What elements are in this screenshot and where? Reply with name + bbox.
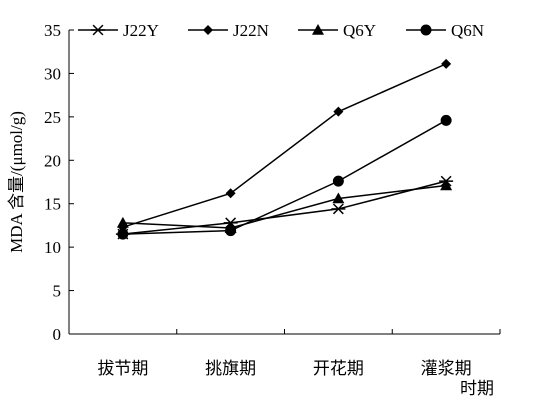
data-point-j22n: [333, 106, 344, 117]
data-point-q6n: [117, 228, 129, 240]
x-ticks: 拔节期 挑旗期 开花期 灌浆期: [68, 329, 501, 378]
y-tick-label: 0: [53, 325, 62, 344]
series-line: [122, 119, 447, 235]
y-axis-label: MDA 含量/(μmol/g): [7, 111, 26, 253]
x-tick-label: 灌浆期: [421, 359, 472, 378]
y-ticks: 0 5 10 15 20 25 30 35: [44, 21, 74, 344]
legend-item: J22Y: [78, 21, 159, 40]
data-point-q6n: [440, 114, 452, 126]
legend: J22Y J22N Q6Y Q6N: [78, 21, 484, 40]
asterisk-marker: [91, 24, 105, 36]
legend-label: Q6Y: [343, 21, 376, 40]
y-tick-label: 5: [53, 282, 62, 301]
data-point-j22y: [331, 203, 346, 215]
data-point-q6n: [225, 225, 237, 237]
legend-item: J22N: [188, 21, 269, 40]
y-tick-label: 20: [44, 151, 61, 170]
x-tick-label: 拔节期: [97, 359, 148, 378]
series-group: [115, 58, 454, 240]
data-point-q6y: [332, 192, 345, 204]
series-line: [122, 63, 447, 228]
circle-marker: [420, 24, 432, 36]
legend-label: J22Y: [123, 21, 159, 40]
x-axis-label: 时期: [460, 379, 494, 398]
axes: [68, 30, 500, 335]
y-tick-label: 10: [44, 238, 61, 257]
series-q6n: [117, 114, 452, 240]
y-tick-label: 35: [44, 21, 61, 40]
diamond-marker: [203, 25, 213, 35]
series-j22y: [115, 175, 454, 240]
y-tick-label: 25: [44, 108, 61, 127]
y-tick-label: 15: [44, 195, 61, 214]
legend-label: J22N: [233, 21, 269, 40]
data-point-j22n: [225, 188, 236, 199]
series-line: [122, 184, 447, 229]
legend-item: Q6N: [406, 21, 484, 40]
data-point-q6y: [116, 216, 129, 228]
y-tick-label: 30: [44, 64, 61, 83]
data-point-q6n: [332, 175, 344, 187]
data-point-q6y: [440, 179, 453, 191]
data-point-j22n: [441, 58, 452, 69]
legend-item: Q6Y: [298, 21, 376, 40]
series-line: [122, 180, 447, 235]
x-tick-label: 挑旗期: [205, 359, 256, 378]
legend-label: Q6N: [451, 21, 484, 40]
triangle-marker: [312, 24, 324, 35]
x-tick-label: 开花期: [313, 359, 364, 378]
